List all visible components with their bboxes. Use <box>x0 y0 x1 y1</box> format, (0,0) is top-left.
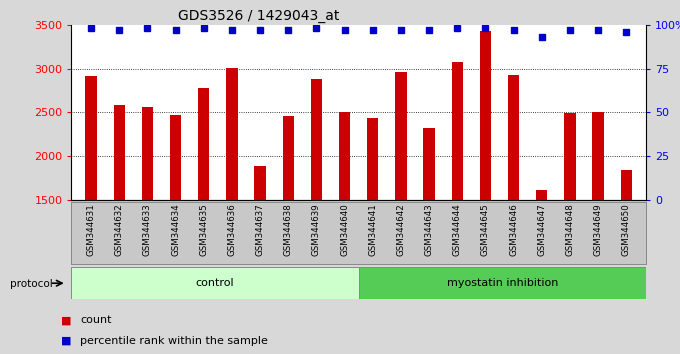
Text: GSM344637: GSM344637 <box>256 203 265 256</box>
Bar <box>564 113 575 200</box>
Text: GSM344643: GSM344643 <box>424 203 434 256</box>
Text: GSM344634: GSM344634 <box>171 203 180 256</box>
Bar <box>395 72 407 200</box>
Text: GSM344635: GSM344635 <box>199 203 208 256</box>
Text: GSM344644: GSM344644 <box>453 203 462 256</box>
Bar <box>621 170 632 200</box>
Text: ■: ■ <box>61 336 71 346</box>
Text: GSM344633: GSM344633 <box>143 203 152 256</box>
Text: GSM344650: GSM344650 <box>622 203 631 256</box>
Text: protocol: protocol <box>10 279 53 289</box>
Text: GSM344638: GSM344638 <box>284 203 293 256</box>
Bar <box>536 190 547 200</box>
Text: GSM344639: GSM344639 <box>312 203 321 256</box>
Bar <box>283 116 294 200</box>
Bar <box>311 79 322 200</box>
Bar <box>480 31 491 200</box>
Bar <box>424 128 435 200</box>
Text: GSM344645: GSM344645 <box>481 203 490 256</box>
Text: GSM344636: GSM344636 <box>227 203 237 256</box>
Bar <box>367 118 378 200</box>
Bar <box>592 112 604 200</box>
Text: percentile rank within the sample: percentile rank within the sample <box>80 336 268 346</box>
Text: GSM344648: GSM344648 <box>566 203 575 256</box>
Text: GSM344646: GSM344646 <box>509 203 518 256</box>
Text: GSM344631: GSM344631 <box>86 203 96 256</box>
Text: GSM344641: GSM344641 <box>369 203 377 256</box>
Bar <box>86 76 97 200</box>
Text: GSM344632: GSM344632 <box>115 203 124 256</box>
Bar <box>170 115 182 200</box>
Bar <box>198 88 209 200</box>
Bar <box>71 267 359 299</box>
Bar <box>142 107 153 200</box>
Text: GSM344640: GSM344640 <box>340 203 349 256</box>
Bar <box>339 113 350 200</box>
Text: count: count <box>80 315 112 325</box>
Bar <box>226 68 237 200</box>
Text: GSM344649: GSM344649 <box>594 203 602 256</box>
Text: control: control <box>196 278 235 288</box>
Text: ■: ■ <box>61 315 71 325</box>
Text: GSM344647: GSM344647 <box>537 203 546 256</box>
Text: GSM344642: GSM344642 <box>396 203 405 256</box>
Bar <box>508 75 520 200</box>
Bar <box>254 166 266 200</box>
Bar <box>452 62 463 200</box>
Text: GDS3526 / 1429043_at: GDS3526 / 1429043_at <box>177 9 339 23</box>
Text: myostatin inhibition: myostatin inhibition <box>447 278 558 288</box>
Bar <box>114 105 125 200</box>
Bar <box>359 267 646 299</box>
